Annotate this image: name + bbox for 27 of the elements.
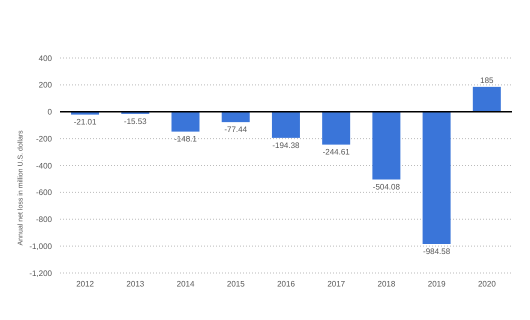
data-label: -21.01: [74, 118, 97, 127]
x-tick-label: 2016: [277, 280, 296, 289]
y-tick-label: 200: [38, 80, 53, 90]
data-label: 185: [480, 76, 494, 85]
y-tick-label: -600: [36, 188, 53, 198]
x-tick-label: 2012: [76, 280, 95, 289]
data-label: -504.08: [372, 182, 400, 192]
x-tick-label: 2018: [378, 280, 396, 289]
y-tick-label: -1,000: [29, 242, 53, 251]
x-tick-label: 2015: [226, 280, 246, 289]
x-tick-label: 2014: [176, 280, 196, 289]
y-tick-label: 0: [48, 108, 53, 117]
y-tick-label: -800: [36, 215, 53, 224]
y-tick-label: 400: [38, 54, 53, 63]
data-label: -148.1: [174, 134, 198, 144]
data-label: -244.61: [322, 148, 350, 157]
data-label: -15.53: [124, 116, 148, 126]
y-tick-label: -200: [36, 134, 53, 144]
data-label: -77.44: [224, 125, 248, 134]
x-tick-label: 2019: [428, 280, 446, 289]
x-tick-label: 2020: [478, 280, 496, 289]
x-tick-label: 2017: [327, 280, 346, 289]
data-label: -984.58: [423, 247, 451, 256]
x-tick-label: 2013: [126, 280, 145, 289]
y-tick-label: -400: [36, 161, 53, 170]
data-label: -194.38: [272, 140, 300, 150]
y-tick-label: -1,200: [29, 268, 53, 278]
